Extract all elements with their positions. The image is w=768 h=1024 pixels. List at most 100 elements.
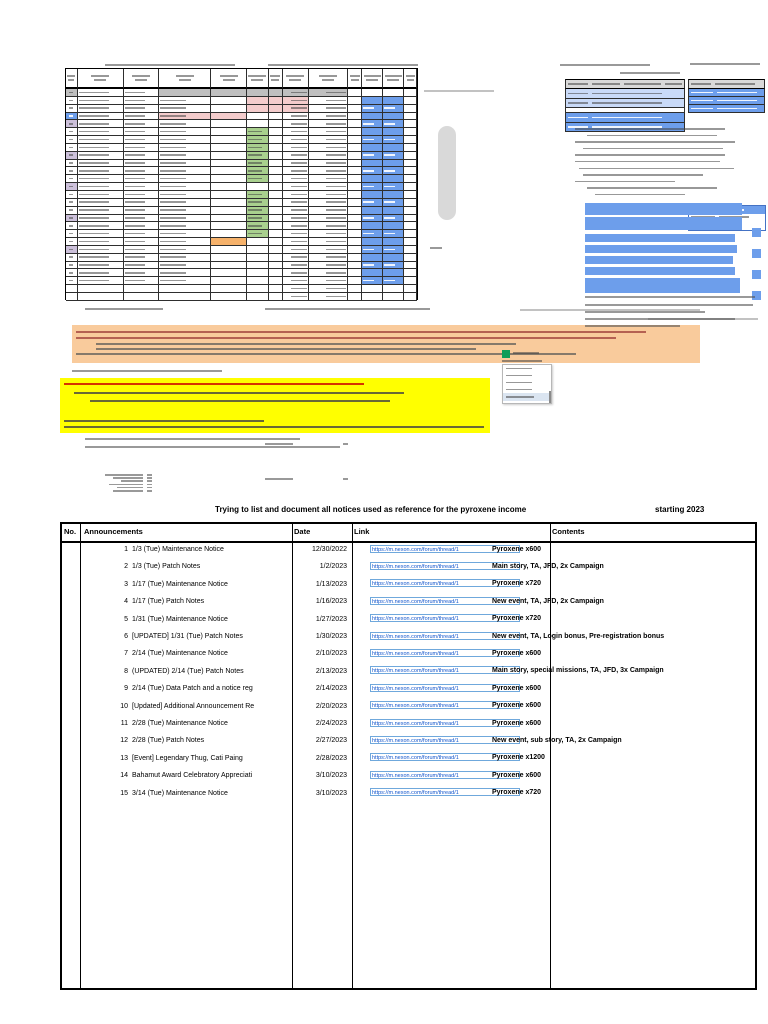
notice-link[interactable]: https://m.nexon.com/forum/thread/1	[370, 753, 520, 762]
text-smear	[506, 374, 532, 377]
table-row: 14 Bahamut Award Celebratory Appreciati 3/…	[62, 767, 755, 784]
stats-value-smear	[147, 474, 152, 476]
column-divider	[352, 524, 353, 988]
text-smear	[69, 232, 74, 235]
notice-link[interactable]: https://m.nexon.com/forum/thread/1	[370, 614, 520, 623]
notice-date: 2/27/2023	[315, 737, 347, 745]
planner-cell	[308, 89, 349, 97]
planner-cell	[66, 222, 78, 231]
planner-cell	[348, 136, 363, 144]
notice-date: 1/2/2023	[319, 563, 347, 571]
planner-cell	[282, 89, 309, 97]
notice-contents: New event, TA, Login bonus, Pre-registra…	[492, 632, 665, 640]
annotation-smear	[268, 64, 418, 66]
text-smear	[78, 225, 109, 227]
offer-text-line	[575, 133, 765, 140]
notice-link[interactable]: https://m.nexon.com/forum/thread/1	[370, 561, 520, 570]
planner-cell	[77, 198, 124, 207]
planner-cell	[77, 190, 124, 199]
notice-link[interactable]: https://m.nexon.com/forum/thread/1	[370, 544, 520, 553]
blue-check-square	[752, 249, 761, 258]
table-row: 11 2/28 (Tue) Maintenance Notice 2/24/2023…	[62, 715, 755, 732]
notice-link[interactable]: https://m.nexon.com/forum/thread/1	[370, 666, 520, 675]
planner-cell	[66, 96, 78, 105]
text-smear	[579, 167, 734, 170]
planner-cell	[246, 96, 269, 105]
planner-cell	[77, 269, 124, 278]
planner-cell	[383, 277, 405, 286]
text-smear	[575, 128, 725, 130]
text-smear	[124, 154, 145, 156]
text-smear	[160, 130, 187, 133]
planner-cell	[77, 159, 124, 168]
planner-cell	[348, 198, 363, 207]
planner-cell	[268, 261, 283, 270]
notice-link[interactable]: https://m.nexon.com/forum/thread/1	[370, 701, 520, 710]
planner-cell	[282, 190, 309, 199]
planner-cell	[211, 253, 247, 262]
offer-side-row	[688, 97, 765, 105]
annotation-smear	[585, 311, 705, 313]
text-smear	[160, 232, 187, 235]
planner-cell	[362, 151, 384, 160]
planner-cell	[246, 159, 269, 168]
planner-cell	[404, 96, 418, 105]
planner-cell	[348, 128, 363, 137]
notice-link[interactable]: https://m.nexon.com/forum/thread/1	[370, 735, 520, 744]
text-smear	[78, 91, 109, 94]
planner-cell	[159, 104, 212, 113]
planner-cell	[404, 230, 418, 239]
notice-link[interactable]: https://m.nexon.com/forum/thread/1	[370, 788, 520, 797]
planner-cell	[404, 128, 418, 137]
text-smear	[691, 99, 713, 102]
planner-row	[66, 230, 418, 239]
text-smear	[270, 75, 281, 77]
planner-cell	[383, 238, 405, 246]
notice-link[interactable]: https://m.nexon.com/forum/thread/1	[370, 648, 520, 657]
notice-link[interactable]: https://m.nexon.com/forum/thread/1	[370, 770, 520, 779]
text-smear	[271, 79, 280, 81]
planner-cell	[77, 89, 124, 97]
text-smear	[575, 141, 735, 143]
notice-link[interactable]: https://m.nexon.com/forum/thread/1	[370, 596, 520, 605]
text-smear	[326, 225, 347, 227]
planner-cell	[282, 230, 309, 239]
planner-cell	[383, 159, 405, 168]
planner-cell	[308, 190, 349, 199]
planner-cell	[348, 253, 363, 262]
planner-cell	[66, 285, 78, 293]
text-smear	[363, 217, 375, 219]
planner-cell	[268, 104, 283, 113]
planner-cell	[362, 292, 384, 301]
text-smear	[78, 248, 109, 251]
text-smear	[78, 232, 109, 235]
planner-cell	[159, 253, 212, 262]
planner-cell	[77, 104, 124, 113]
text-smear	[326, 256, 347, 258]
planner-cell	[246, 190, 269, 199]
text-smear	[160, 209, 187, 211]
text-smear	[326, 146, 347, 149]
header-link: Link	[354, 527, 370, 536]
notice-link[interactable]: https://m.nexon.com/forum/thread/1	[370, 683, 520, 692]
planner-cell	[77, 183, 124, 191]
annotation-smear	[343, 443, 348, 445]
notice-announcement: (UPDATED) 2/14 (Tue) Patch Notes	[132, 667, 244, 675]
text-smear	[78, 130, 109, 133]
notice-link[interactable]: https://m.nexon.com/forum/thread/1	[370, 718, 520, 727]
notice-date: 1/13/2023	[315, 580, 347, 588]
note-line	[64, 383, 364, 385]
planner-cell	[77, 277, 124, 286]
planner-cell	[246, 285, 269, 293]
text-smear	[568, 102, 588, 104]
planner-cell	[123, 112, 160, 121]
notice-link[interactable]: https://m.nexon.com/forum/thread/1	[370, 579, 520, 588]
annotation-smear	[105, 64, 235, 66]
notice-date: 3/10/2023	[315, 789, 347, 797]
table-row: 2 1/3 (Tue) Patch Notes 1/2/2023 https://m.…	[62, 558, 755, 575]
text-smear	[384, 123, 396, 125]
planner-cell	[268, 285, 283, 293]
notice-link[interactable]: https://m.nexon.com/forum/thread/1	[370, 631, 520, 640]
planner-cell	[66, 253, 78, 262]
